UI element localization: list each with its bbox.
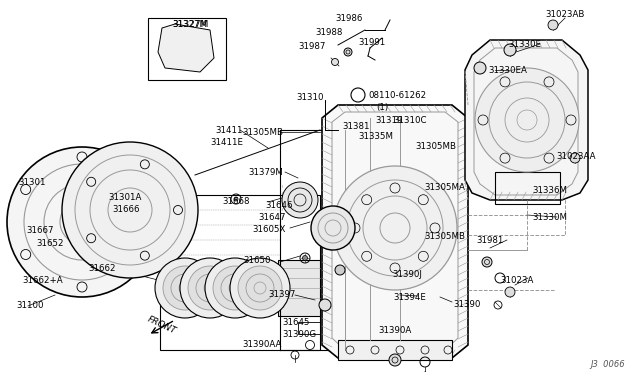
Circle shape — [180, 258, 240, 318]
Text: 31668: 31668 — [222, 197, 250, 206]
Text: 31662+A: 31662+A — [22, 276, 63, 285]
Text: 31646: 31646 — [265, 201, 292, 210]
Text: 31605X: 31605X — [252, 225, 285, 234]
Text: J3  0066: J3 0066 — [590, 360, 625, 369]
Text: 31390G: 31390G — [282, 330, 316, 339]
Text: 31336M: 31336M — [532, 186, 567, 195]
Circle shape — [238, 266, 282, 310]
Circle shape — [213, 266, 257, 310]
Circle shape — [333, 166, 457, 290]
Polygon shape — [158, 24, 214, 72]
Text: 31379M: 31379M — [248, 168, 283, 177]
Circle shape — [234, 197, 238, 201]
Text: 31394E: 31394E — [393, 293, 426, 302]
Text: B: B — [355, 90, 361, 99]
Text: 31988: 31988 — [315, 28, 342, 37]
Bar — [278, 260, 320, 316]
Circle shape — [7, 147, 157, 297]
Circle shape — [332, 58, 339, 65]
Circle shape — [475, 68, 579, 172]
Text: 31327M: 31327M — [172, 20, 209, 29]
Polygon shape — [338, 340, 452, 360]
Text: 31987: 31987 — [298, 42, 325, 51]
Text: 31647: 31647 — [258, 213, 285, 222]
Text: 31330E: 31330E — [508, 40, 541, 49]
Polygon shape — [465, 40, 588, 200]
Text: 31330EA: 31330EA — [488, 66, 527, 75]
Text: 31390A: 31390A — [378, 326, 412, 335]
Text: 31100: 31100 — [16, 301, 44, 310]
Text: 31390: 31390 — [453, 300, 481, 309]
Text: 31986: 31986 — [335, 14, 362, 23]
Circle shape — [188, 266, 232, 310]
Text: 31023A: 31023A — [500, 276, 533, 285]
Text: 31652: 31652 — [36, 239, 63, 248]
Circle shape — [78, 218, 86, 226]
Text: 31310C: 31310C — [393, 116, 426, 125]
Circle shape — [482, 257, 492, 267]
Circle shape — [303, 256, 307, 260]
Text: 31305MA: 31305MA — [424, 183, 465, 192]
Circle shape — [474, 62, 486, 74]
Circle shape — [62, 142, 198, 278]
Circle shape — [205, 258, 265, 318]
Bar — [298, 322, 320, 334]
Circle shape — [155, 258, 215, 318]
Text: 31991: 31991 — [358, 38, 385, 47]
Text: 31667: 31667 — [26, 226, 54, 235]
Circle shape — [344, 48, 352, 56]
Text: 31390J: 31390J — [392, 270, 422, 279]
Circle shape — [548, 20, 558, 30]
Text: 31666: 31666 — [112, 205, 140, 214]
Circle shape — [570, 153, 580, 163]
Circle shape — [389, 354, 401, 366]
Text: FRONT: FRONT — [146, 314, 178, 336]
Text: 31411E: 31411E — [210, 138, 243, 147]
Circle shape — [163, 266, 207, 310]
Text: 31981: 31981 — [476, 236, 504, 245]
Circle shape — [504, 44, 516, 56]
Text: 31305MB: 31305MB — [424, 232, 465, 241]
Text: 31301A: 31301A — [108, 193, 141, 202]
Text: (1): (1) — [376, 103, 388, 112]
Text: 31023AA: 31023AA — [556, 152, 595, 161]
Circle shape — [335, 265, 345, 275]
Circle shape — [282, 182, 318, 218]
Text: 31310: 31310 — [296, 93, 323, 102]
Polygon shape — [322, 105, 468, 358]
Text: 31305MB: 31305MB — [242, 128, 283, 137]
Text: 31335M: 31335M — [358, 132, 393, 141]
Text: 31330M: 31330M — [532, 213, 567, 222]
Circle shape — [311, 206, 355, 250]
Text: 31381: 31381 — [342, 122, 369, 131]
Text: 31411: 31411 — [215, 126, 243, 135]
Text: 31662: 31662 — [88, 264, 115, 273]
Text: 31645: 31645 — [282, 318, 310, 327]
Circle shape — [230, 258, 290, 318]
Text: 31650: 31650 — [243, 256, 271, 265]
Text: 31023AB: 31023AB — [545, 10, 584, 19]
Text: 08110-61262: 08110-61262 — [368, 91, 426, 100]
Circle shape — [505, 287, 515, 297]
Bar — [495, 172, 560, 204]
Text: 31397: 31397 — [268, 290, 296, 299]
Text: 31305MB: 31305MB — [415, 142, 456, 151]
Text: 31390AA: 31390AA — [242, 340, 282, 349]
Circle shape — [319, 299, 331, 311]
Text: 31301: 31301 — [18, 178, 45, 187]
Text: 31319: 31319 — [375, 116, 403, 125]
Text: 31327M: 31327M — [172, 20, 207, 29]
Bar — [148, 18, 226, 80]
Circle shape — [351, 88, 365, 102]
